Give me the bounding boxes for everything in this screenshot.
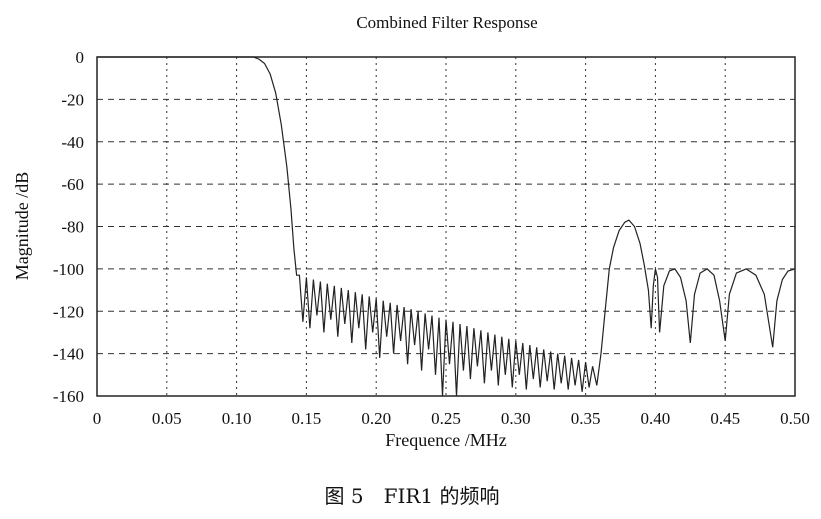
grid <box>97 57 795 396</box>
y-tick-label: 0 <box>76 48 85 67</box>
x-tick-label: 0 <box>93 409 102 428</box>
figure-caption: 图 5 FIR1 的频响 <box>325 484 500 508</box>
y-tick-label: -20 <box>61 90 84 109</box>
x-tick-label: 0.15 <box>292 409 322 428</box>
y-tick-label: -40 <box>61 133 84 152</box>
x-tick-label: 0.50 <box>780 409 810 428</box>
y-tick-label: -160 <box>53 387 84 406</box>
y-tick-label: -80 <box>61 218 84 237</box>
x-tick-label: 0.30 <box>501 409 531 428</box>
y-axis-label: Magnitude /dB <box>12 172 32 281</box>
x-axis-label: Frequence /MHz <box>385 430 506 450</box>
x-axis: 0 0.05 0.10 0.15 0.20 0.25 0.30 0.35 0.40 0.45 0.5… <box>93 409 810 428</box>
plot-frame <box>96 56 796 397</box>
x-tick-label: 0.25 <box>431 409 461 428</box>
x-tick-label: 0.05 <box>152 409 182 428</box>
x-tick-label: 0.10 <box>222 409 252 428</box>
series-line-fir1 <box>97 56 796 397</box>
y-axis: 0 -20 -40 -60 -80 -100 -120 -140 -160 <box>53 48 84 406</box>
y-tick-label: -60 <box>61 175 84 194</box>
x-tick-label: 0.35 <box>571 409 601 428</box>
y-tick-label: -100 <box>53 260 84 279</box>
y-tick-label: -140 <box>53 345 84 364</box>
x-tick-label: 0.20 <box>361 409 391 428</box>
x-tick-label: 0.45 <box>710 409 740 428</box>
chart-title: Combined Filter Response <box>356 13 537 32</box>
x-tick-label: 0.40 <box>641 409 671 428</box>
y-tick-label: -120 <box>53 302 84 321</box>
